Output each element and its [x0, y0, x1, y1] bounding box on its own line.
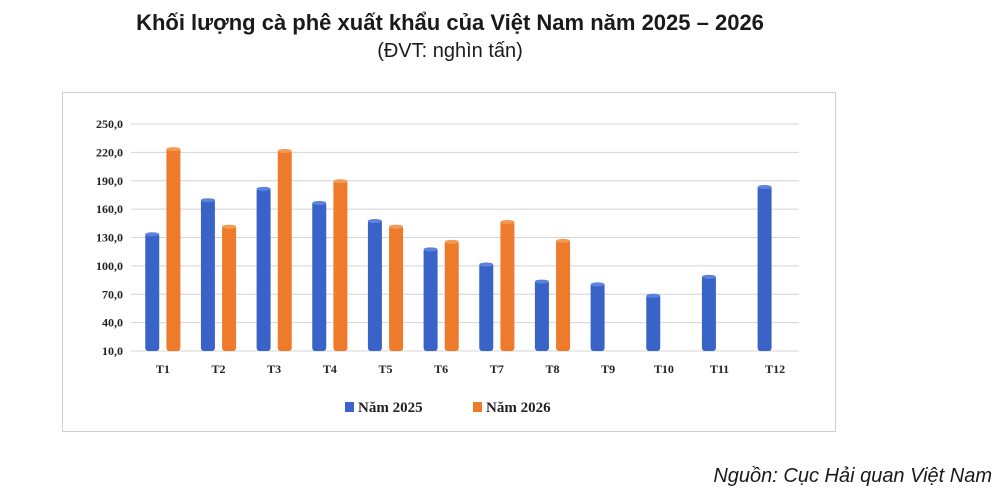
bar-2025-t7: [479, 263, 494, 351]
y-tick-label: 220,0: [96, 145, 123, 159]
bar-2025-t10: [646, 294, 661, 351]
bar-top: [500, 219, 515, 224]
bar-2025-t5: [367, 219, 382, 351]
x-tick-label: T1: [156, 362, 170, 376]
bar-top: [166, 147, 181, 152]
x-tick-label: T2: [211, 362, 225, 376]
bar-top: [423, 247, 438, 252]
x-tick-label: T6: [434, 362, 448, 376]
bar-2025-t12: [757, 185, 772, 351]
y-tick-label: 100,0: [96, 259, 123, 273]
x-tick-label: T12: [765, 362, 785, 376]
bar-2025-t11: [701, 275, 716, 351]
bar-2026-t8: [556, 239, 571, 351]
bar-2025-t4: [312, 201, 327, 351]
bar-top: [479, 262, 494, 267]
bar-top: [277, 149, 292, 154]
bar-top: [367, 219, 382, 224]
legend-label-2025: Năm 2025: [358, 400, 423, 416]
bar-2025-t3: [256, 187, 271, 351]
y-tick-label: 190,0: [96, 174, 123, 188]
bar-top: [757, 184, 772, 189]
bar-top: [222, 224, 237, 229]
y-tick-label: 70,0: [102, 287, 123, 301]
y-tick-label: 160,0: [96, 202, 123, 216]
bar-2026-t4: [333, 179, 348, 351]
x-tick-label: T8: [545, 362, 559, 376]
bar-2026-t1: [166, 147, 181, 351]
bar-2025-t6: [423, 247, 438, 351]
y-tick-label: 250,0: [96, 117, 123, 131]
x-tick-label: T5: [378, 362, 392, 376]
source-note: Nguồn: Cục Hải quan Việt Nam: [713, 465, 992, 487]
bar-top: [590, 282, 605, 287]
bar-2025-t8: [534, 280, 549, 351]
bar-2025-t2: [200, 198, 215, 351]
chart-title: Khối lượng cà phê xuất khẩu của Việt Nam…: [136, 10, 764, 35]
bar-top: [646, 293, 661, 298]
bar-top: [145, 232, 160, 237]
bar-top: [200, 198, 215, 203]
bar-top: [534, 279, 549, 284]
x-tick-label: T10: [654, 362, 674, 376]
x-tick-label: T9: [601, 362, 615, 376]
bar-top: [333, 179, 348, 184]
bar-2025-t9: [590, 282, 605, 351]
bar-2026-t3: [277, 149, 292, 351]
x-tick-label: T4: [323, 362, 337, 376]
legend-label-2026: Năm 2026: [486, 400, 551, 416]
y-tick-label: 130,0: [96, 231, 123, 245]
bar-top: [556, 238, 571, 243]
chart-frame: 10,0 40,0 70,0 100,0 130,0 160,0 190,0 220,0 250…: [62, 92, 836, 432]
legend-swatch-2025: [345, 402, 354, 412]
bar-2026-t6: [444, 240, 459, 351]
x-tick-label: T3: [267, 362, 281, 376]
bar-top: [389, 224, 404, 229]
y-tick-label: 10,0: [102, 344, 123, 358]
x-tick-label: T11: [710, 362, 729, 376]
bar-top: [701, 274, 716, 279]
x-tick-label: T7: [490, 362, 504, 376]
bar-top: [444, 239, 459, 244]
bar-chart: 10,0 40,0 70,0 100,0 130,0 160,0 190,0 220,0 250…: [96, 117, 799, 416]
bar-top: [312, 201, 327, 206]
bar-top: [256, 186, 271, 191]
chart-subtitle: (ĐVT: nghìn tấn): [377, 40, 523, 62]
bar-2026-t7: [500, 220, 515, 351]
y-tick-label: 40,0: [102, 316, 123, 330]
bar-2025-t1: [145, 232, 160, 351]
legend-swatch-2026: [473, 402, 482, 412]
bar-2026-t5: [389, 225, 404, 351]
bar-2026-t2: [222, 225, 237, 351]
